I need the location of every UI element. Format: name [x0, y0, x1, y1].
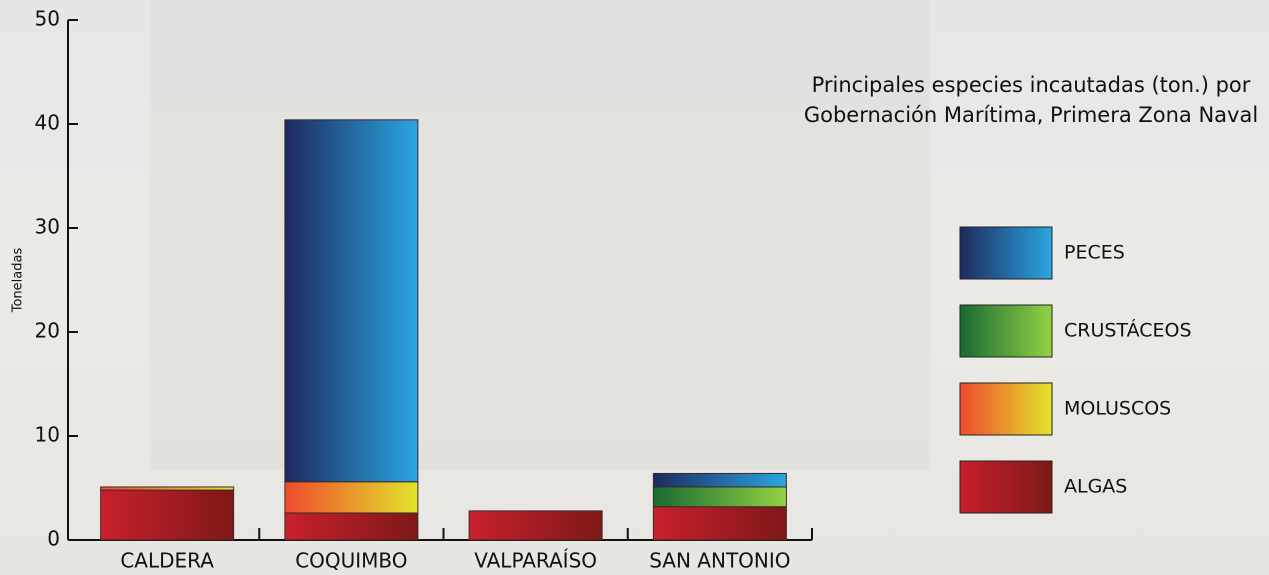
legend-label: PECES — [1064, 242, 1125, 264]
x-tick-label: VALPARAÍSO — [474, 549, 597, 573]
legend-label: MOLUSCOS — [1064, 398, 1171, 420]
bar-segment — [284, 512, 419, 541]
x-tick-label: CALDERA — [120, 549, 214, 573]
bar-segment — [652, 472, 787, 488]
y-tick-label: 20 — [35, 319, 60, 343]
legend-swatch — [959, 304, 1053, 358]
bar-segment — [284, 119, 419, 483]
bar-segment — [468, 510, 603, 541]
bar-segment — [652, 506, 787, 541]
background-photo — [150, 0, 930, 470]
y-axis-label: Toneladas — [11, 248, 26, 314]
bar-segment — [100, 489, 235, 541]
x-tick-label: COQUIMBO — [295, 549, 407, 573]
y-tick-label: 50 — [35, 7, 60, 31]
chart-title: Principales especies incautadas (ton.) p… — [803, 73, 1259, 127]
x-tick-label: SAN ANTONIO — [649, 549, 790, 573]
legend-label: ALGAS — [1064, 476, 1127, 498]
legend-swatch — [959, 382, 1053, 436]
bar-segment — [284, 481, 419, 514]
legend-swatch — [959, 460, 1053, 514]
y-tick-label: 40 — [35, 111, 60, 135]
bar-segment — [652, 486, 787, 508]
y-tick-label: 10 — [35, 423, 60, 447]
y-tick-label: 30 — [35, 215, 60, 239]
legend-label: CRUSTÁCEOS — [1064, 319, 1192, 342]
bar-segment — [100, 486, 235, 491]
legend-swatch — [959, 226, 1053, 280]
y-tick-label: 0 — [47, 527, 60, 551]
